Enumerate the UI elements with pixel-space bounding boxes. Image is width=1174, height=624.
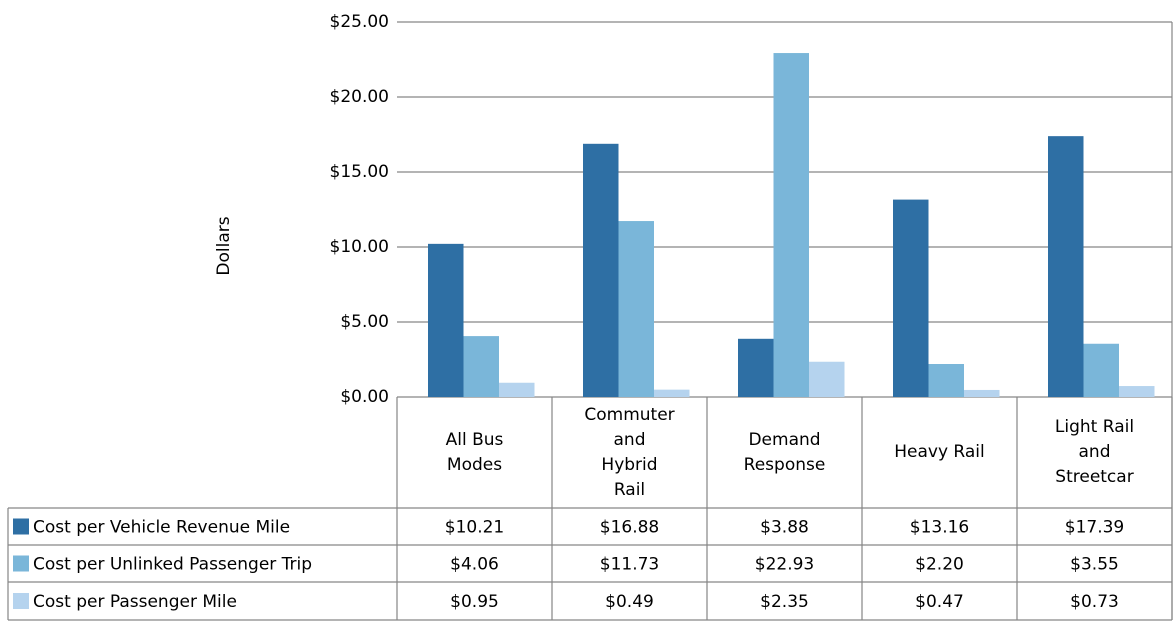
bar bbox=[428, 243, 464, 397]
y-tick-label: $15.00 bbox=[330, 162, 389, 182]
table-value: $2.35 bbox=[760, 592, 809, 612]
bar bbox=[928, 364, 964, 397]
bar bbox=[1119, 386, 1155, 397]
x-tick-label: Demand Response bbox=[743, 429, 826, 475]
bar bbox=[773, 53, 809, 398]
bar bbox=[654, 389, 690, 397]
x-tick-label-box: Heavy Rail bbox=[862, 397, 1017, 508]
x-tick-label-wrap: All Bus Modes bbox=[397, 397, 552, 508]
bar bbox=[738, 338, 774, 397]
x-tick-label: All Bus Modes bbox=[445, 429, 504, 475]
bar bbox=[1083, 343, 1119, 397]
x-tick-label-wrap: Commuter and Hybrid Rail bbox=[552, 397, 707, 508]
legend-label: Cost per Passenger Mile bbox=[33, 592, 237, 612]
table-value: $3.88 bbox=[760, 518, 809, 538]
legend-label: Cost per Vehicle Revenue Mile bbox=[33, 518, 290, 538]
table-value: $3.55 bbox=[1070, 555, 1119, 575]
x-tick-label: Heavy Rail bbox=[894, 442, 985, 462]
bar bbox=[1048, 136, 1084, 397]
bar bbox=[893, 199, 929, 397]
bar bbox=[583, 143, 619, 397]
bar bbox=[463, 336, 499, 397]
table-value: $10.21 bbox=[445, 518, 504, 538]
table-value: $0.95 bbox=[450, 592, 499, 612]
table-value: $16.88 bbox=[600, 518, 659, 538]
x-tick-label-box: All Bus Modes bbox=[397, 397, 552, 508]
y-tick-label: $10.00 bbox=[330, 237, 389, 257]
x-tick-label-box: Demand Response bbox=[707, 397, 862, 508]
x-tick-label: Commuter and Hybrid Rail bbox=[584, 404, 675, 500]
x-tick-label-wrap: Heavy Rail bbox=[862, 397, 1017, 508]
legend-swatch bbox=[13, 555, 29, 572]
x-tick-label-wrap: Light Rail and Streetcar bbox=[1017, 397, 1172, 508]
x-tick-label: Light Rail and Streetcar bbox=[1054, 417, 1135, 487]
legend-swatch bbox=[13, 518, 29, 535]
y-axis-label: Dollars bbox=[214, 216, 234, 275]
legend-label: Cost per Unlinked Passenger Trip bbox=[33, 555, 312, 575]
table-value: $4.06 bbox=[450, 555, 499, 575]
y-tick-label: $25.00 bbox=[330, 12, 389, 32]
bar bbox=[499, 382, 535, 397]
table-value: $11.73 bbox=[600, 555, 659, 575]
table-value: $13.16 bbox=[910, 518, 969, 538]
table-value: $2.20 bbox=[915, 555, 964, 575]
x-tick-label-wrap: Demand Response bbox=[707, 397, 862, 508]
legend-swatch bbox=[13, 593, 29, 609]
bar bbox=[618, 221, 654, 397]
table-value: $0.73 bbox=[1070, 592, 1119, 612]
bar bbox=[964, 389, 1000, 397]
y-tick-label: $5.00 bbox=[340, 312, 389, 332]
table-value: $0.47 bbox=[915, 592, 964, 612]
table-value: $17.39 bbox=[1065, 518, 1124, 538]
y-tick-label: $20.00 bbox=[330, 87, 389, 107]
table-value: $0.49 bbox=[605, 592, 654, 612]
table-value: $22.93 bbox=[755, 555, 814, 575]
x-tick-label-box: Commuter and Hybrid Rail bbox=[552, 397, 707, 508]
x-tick-label-box: Light Rail and Streetcar bbox=[1017, 397, 1172, 508]
bar bbox=[809, 361, 845, 397]
y-tick-label: $0.00 bbox=[340, 387, 389, 407]
